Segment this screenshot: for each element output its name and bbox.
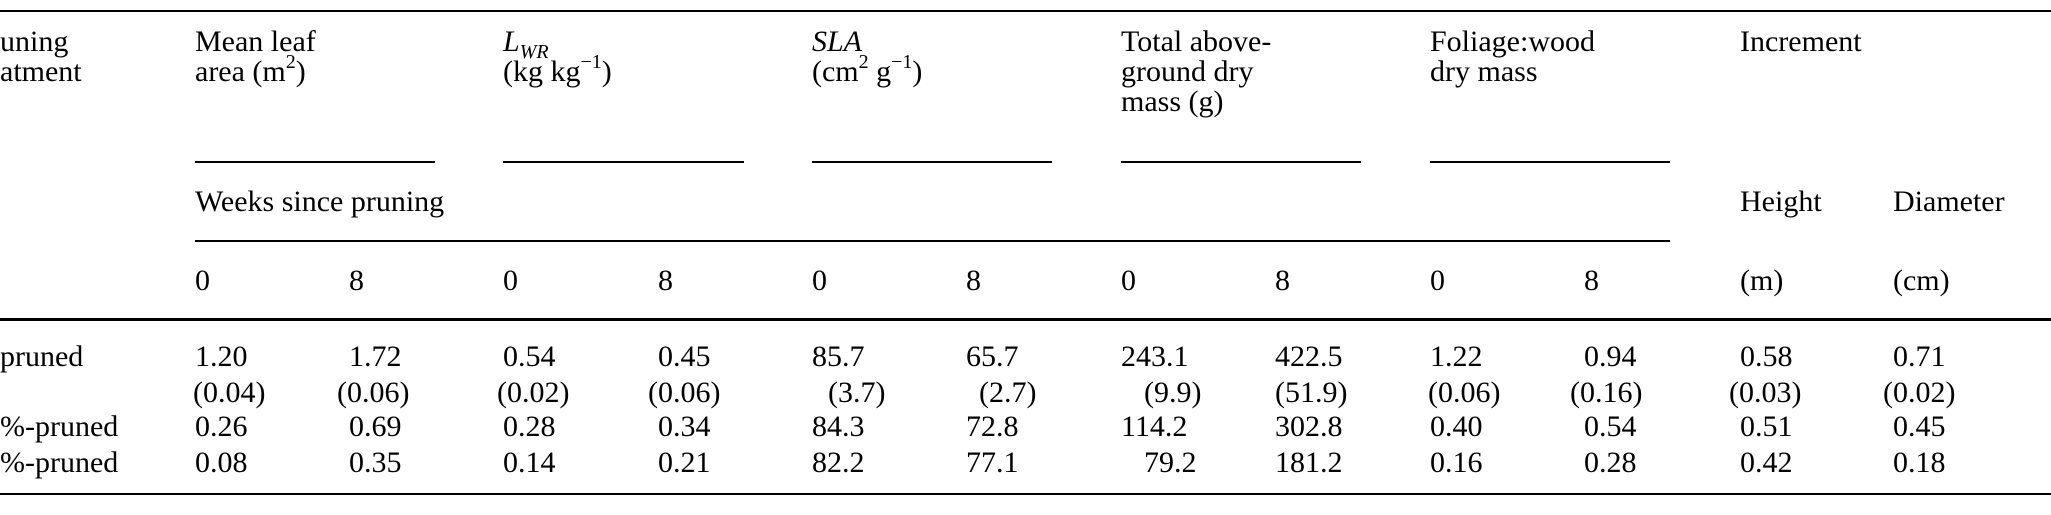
table-cell: 0.51 bbox=[1740, 410, 1793, 443]
table-cell: 0.14 bbox=[503, 446, 556, 479]
table-cell: 0.45 bbox=[1893, 410, 1946, 443]
table-cell: 85.7 bbox=[812, 340, 865, 373]
height-header: Height bbox=[1740, 185, 1822, 218]
lwr-week8: 8 bbox=[658, 264, 673, 297]
lwr-header-line1: LWR bbox=[503, 25, 549, 63]
table-cell: 0.18 bbox=[1893, 446, 1946, 479]
table-cell: 422.5 bbox=[1275, 340, 1343, 373]
sla-week0: 0 bbox=[812, 264, 827, 297]
table-cell-se: (0.16) bbox=[1570, 376, 1643, 409]
total-mass-group-rule bbox=[1121, 161, 1361, 163]
table-cell-se: (51.9) bbox=[1275, 376, 1348, 409]
header-bottom-rule bbox=[0, 318, 2051, 321]
table-cell-se: (0.06) bbox=[648, 376, 721, 409]
table-cell: 1.20 bbox=[195, 340, 248, 373]
foliage-wood-group-rule bbox=[1430, 161, 1670, 163]
table-cell: 79.2 bbox=[1144, 446, 1197, 479]
leaf-area-week0: 0 bbox=[195, 264, 210, 297]
table-cell-se: (0.06) bbox=[1428, 376, 1501, 409]
sla-week8: 8 bbox=[966, 264, 981, 297]
table-cell-se: (3.7) bbox=[828, 376, 886, 409]
diameter-unit: (cm) bbox=[1893, 264, 1950, 297]
table-cell: 0.69 bbox=[349, 410, 402, 443]
table-cell: 0.08 bbox=[195, 446, 248, 479]
leaf-area-group-rule bbox=[195, 161, 435, 163]
height-unit: (m) bbox=[1740, 264, 1784, 297]
table-cell: 84.3 bbox=[812, 410, 865, 443]
table-cell: 0.54 bbox=[503, 340, 556, 373]
total-mass-header-line1: Total above- bbox=[1121, 25, 1272, 58]
table-cell: 1.22 bbox=[1430, 340, 1483, 373]
table-cell: 0.45 bbox=[658, 340, 711, 373]
table-cell: 0.35 bbox=[349, 446, 402, 479]
table-cell-se: (9.9) bbox=[1144, 376, 1202, 409]
foliage-wood-week8: 8 bbox=[1584, 264, 1599, 297]
leaf-area-header-line1: Mean leaf bbox=[195, 25, 316, 58]
table-cell: 0.42 bbox=[1740, 446, 1793, 479]
lwr-group-rule bbox=[503, 161, 744, 163]
table-cell: 302.8 bbox=[1275, 410, 1343, 443]
table-cell-se: (2.7) bbox=[979, 376, 1037, 409]
foliage-wood-header-line1: Foliage:wood bbox=[1430, 25, 1595, 58]
table-cell-se: (0.02) bbox=[497, 376, 570, 409]
leaf-area-header-line2: area (m2) bbox=[195, 51, 306, 88]
table-cell: 77.1 bbox=[966, 446, 1019, 479]
total-mass-header-line2: ground dry bbox=[1121, 55, 1254, 88]
table-cell: 0.26 bbox=[195, 410, 248, 443]
table-cell-se: (0.02) bbox=[1883, 376, 1956, 409]
table-cell: 114.2 bbox=[1121, 410, 1188, 443]
table-cell: 243.1 bbox=[1121, 340, 1189, 373]
table-bottom-rule bbox=[0, 493, 2051, 495]
total-mass-week8: 8 bbox=[1275, 264, 1290, 297]
table-cell-se: (0.06) bbox=[337, 376, 410, 409]
table-cell: 0.71 bbox=[1893, 340, 1946, 373]
table-cell: 65.7 bbox=[966, 340, 1019, 373]
sla-group-rule bbox=[812, 161, 1052, 163]
row-label: %-pruned bbox=[0, 446, 119, 479]
table-cell: 0.34 bbox=[658, 410, 711, 443]
lwr-header-line2: (kg kg−1) bbox=[503, 51, 612, 88]
weeks-spanner-rule bbox=[195, 240, 1670, 242]
diameter-header: Diameter bbox=[1893, 185, 2005, 218]
increment-header: Increment bbox=[1740, 25, 1862, 58]
table-cell: 0.28 bbox=[503, 410, 556, 443]
treatment-header-line2: atment bbox=[0, 55, 82, 88]
leaf-area-week8: 8 bbox=[349, 264, 364, 297]
table-top-rule bbox=[0, 10, 2051, 12]
table-cell: 1.72 bbox=[349, 340, 402, 373]
foliage-wood-header-line2: dry mass bbox=[1430, 55, 1538, 88]
table-cell: 0.16 bbox=[1430, 446, 1483, 479]
table-cell-se: (0.04) bbox=[193, 376, 266, 409]
table-cell: 72.8 bbox=[966, 410, 1019, 443]
sla-header-line2: (cm2 g−1) bbox=[812, 51, 923, 88]
table-cell-se: (0.03) bbox=[1729, 376, 1802, 409]
table-cell: 0.40 bbox=[1430, 410, 1483, 443]
total-mass-week0: 0 bbox=[1121, 264, 1136, 297]
table-cell: 0.58 bbox=[1740, 340, 1793, 373]
table-cell: 0.21 bbox=[658, 446, 711, 479]
table-cell: 181.2 bbox=[1275, 446, 1343, 479]
row-label: %-pruned bbox=[0, 410, 119, 443]
sla-header-line1: SLA bbox=[812, 25, 863, 58]
row-label: pruned bbox=[0, 340, 84, 373]
table-cell: 0.54 bbox=[1584, 410, 1637, 443]
total-mass-header-line3: mass (g) bbox=[1121, 85, 1224, 118]
table-cell: 0.94 bbox=[1584, 340, 1637, 373]
foliage-wood-week0: 0 bbox=[1430, 264, 1445, 297]
lwr-week0: 0 bbox=[503, 264, 518, 297]
weeks-since-pruning-header: Weeks since pruning bbox=[195, 185, 445, 218]
table-cell: 82.2 bbox=[812, 446, 865, 479]
table-cell: 0.28 bbox=[1584, 446, 1637, 479]
treatment-header-line1: uning bbox=[0, 25, 69, 58]
